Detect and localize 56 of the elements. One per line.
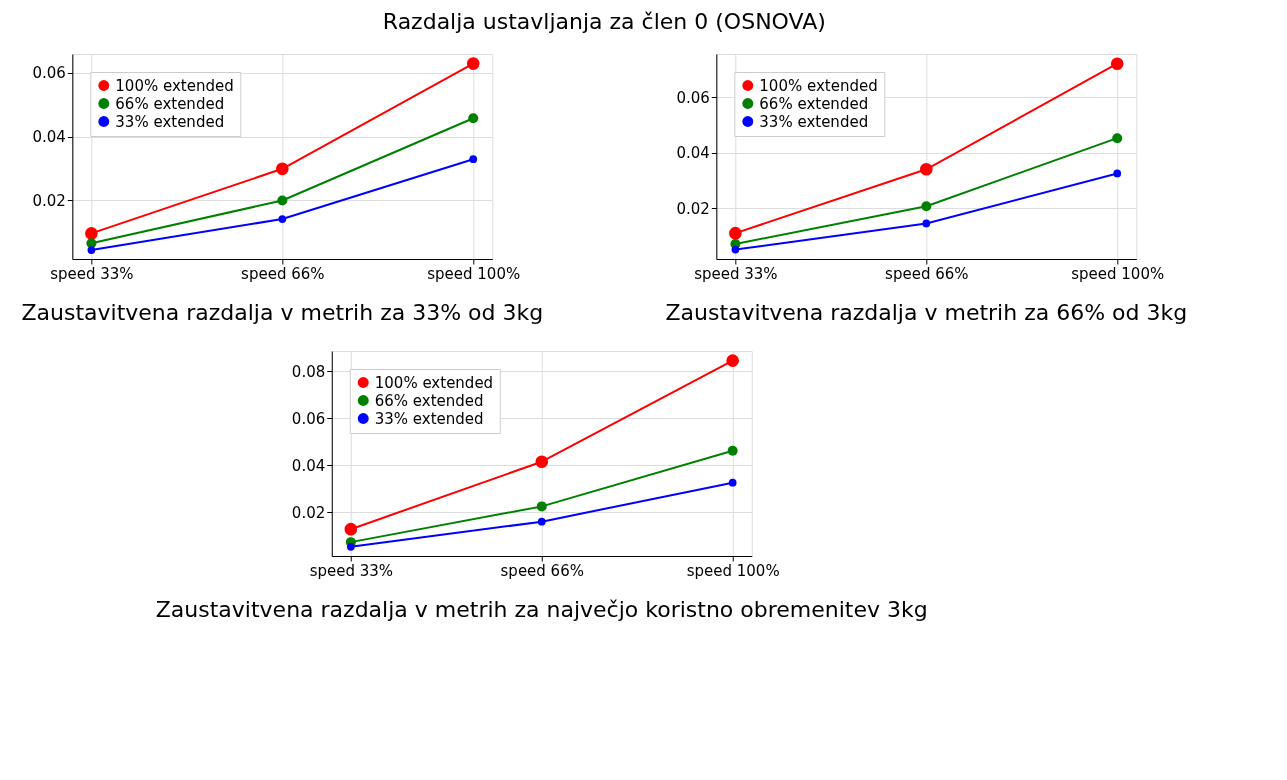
point xyxy=(344,522,358,536)
point xyxy=(466,57,480,70)
legend-label: 33% extended xyxy=(374,409,484,428)
text: Zaustavitvena razdalja v metrih za 33% od 3kg xyxy=(21,300,544,325)
y-tick-label: 0.04 xyxy=(676,144,710,163)
point xyxy=(919,162,933,176)
point xyxy=(535,455,549,469)
legend-label: 33% extended xyxy=(759,112,869,131)
point xyxy=(536,501,547,512)
legend-label: 100% extended xyxy=(759,76,878,95)
x-tick-label: speed 33% xyxy=(309,561,394,580)
y-tick-label: 0.06 xyxy=(676,88,710,107)
legend-label: 100% extended xyxy=(115,76,234,95)
point xyxy=(1113,169,1122,178)
y-tick-label: 0.02 xyxy=(291,503,326,522)
legend-label: 66% extended xyxy=(374,391,484,410)
legend-label: 66% extended xyxy=(759,94,869,113)
text: Razdalja ustavljanja za člen 0 (OSNOVA) xyxy=(382,8,826,34)
point xyxy=(729,226,742,240)
point xyxy=(726,354,739,367)
legend-label: 33% extended xyxy=(115,112,225,131)
y-tick-label: 0.04 xyxy=(291,456,326,475)
point xyxy=(468,113,479,124)
point xyxy=(1112,133,1123,144)
y-tick-label: 0.02 xyxy=(676,199,710,218)
point xyxy=(275,162,289,176)
point xyxy=(87,246,96,254)
point xyxy=(537,517,546,526)
y-tick-label: 0.04 xyxy=(32,128,66,147)
x-tick-label: speed 100% xyxy=(686,561,780,580)
y-tick-label: 0.06 xyxy=(32,64,66,83)
point xyxy=(728,478,737,487)
legend-label: 66% extended xyxy=(115,94,225,113)
y-tick-label: 0.02 xyxy=(32,191,66,210)
text: Zaustavitvena razdalja v metrih za največjo koristno obremenitev 3kg xyxy=(155,597,928,622)
text: Zaustavitvena razdalja v metrih za 66% od 3kg xyxy=(665,300,1188,325)
point xyxy=(921,201,932,212)
point xyxy=(731,245,740,254)
point xyxy=(278,215,287,223)
x-tick-label: speed 100% xyxy=(427,264,521,283)
x-tick-label: speed 33% xyxy=(50,264,134,283)
x-tick-label: speed 100% xyxy=(1071,264,1165,283)
point xyxy=(277,195,288,206)
point xyxy=(346,542,355,551)
point xyxy=(727,445,738,456)
x-tick-label: speed 66% xyxy=(241,264,325,283)
x-tick-label: speed 33% xyxy=(694,264,778,283)
y-tick-label: 0.06 xyxy=(291,409,326,428)
x-tick-label: speed 66% xyxy=(885,264,969,283)
point xyxy=(922,219,931,228)
y-tick-label: 0.08 xyxy=(291,362,326,381)
point xyxy=(85,227,98,240)
point xyxy=(1110,57,1124,71)
x-tick-label: speed 66% xyxy=(500,561,584,580)
legend-label: 100% extended xyxy=(374,373,494,392)
point xyxy=(469,155,478,164)
